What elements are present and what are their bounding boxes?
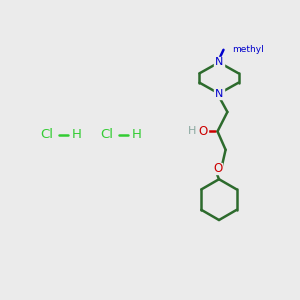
Text: Cl: Cl (100, 128, 113, 142)
Text: O: O (199, 125, 208, 138)
Text: H: H (72, 128, 81, 142)
Text: Cl: Cl (40, 128, 53, 142)
Text: N: N (215, 88, 223, 99)
Bar (213, 163, 222, 173)
Text: H: H (132, 128, 141, 142)
Bar (199, 126, 208, 137)
Text: H: H (188, 126, 196, 136)
Text: O: O (213, 162, 222, 175)
Bar (214, 57, 224, 68)
Text: N: N (215, 57, 223, 68)
Bar (188, 127, 195, 136)
Text: methyl: methyl (232, 45, 264, 54)
Bar (214, 88, 224, 99)
